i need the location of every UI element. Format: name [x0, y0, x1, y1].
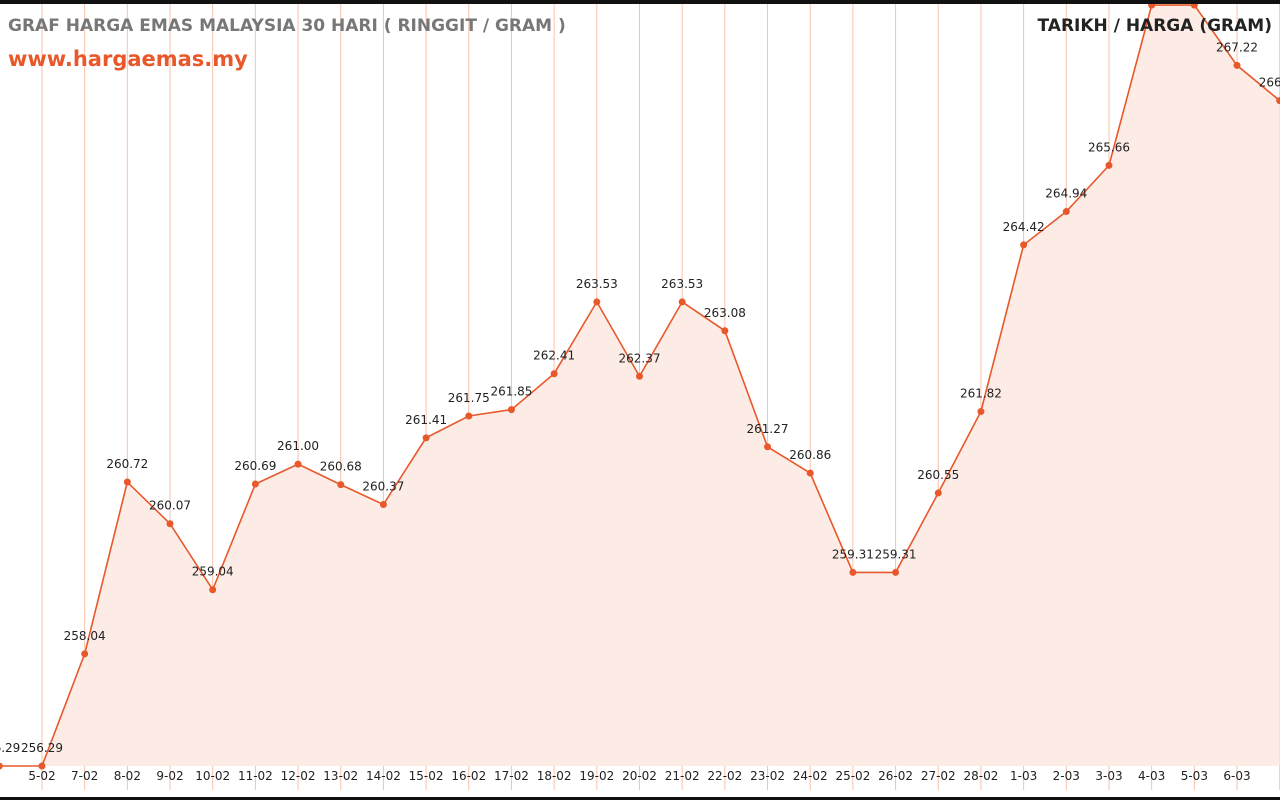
- x-tick-label: 5-02: [28, 769, 55, 783]
- point: [934, 489, 942, 497]
- value-label: 260.37: [362, 479, 404, 493]
- value-label: 260.69: [234, 459, 276, 473]
- x-tick-label: 23-02: [750, 769, 785, 783]
- value-label: 261.41: [405, 413, 447, 427]
- x-tick-label: 4-03: [1138, 769, 1165, 783]
- area: [0, 5, 1280, 766]
- value-label: 263.08: [704, 306, 746, 320]
- x-tick-label: 6-03: [1223, 769, 1250, 783]
- x-tick-label: 7-02: [71, 769, 98, 783]
- value-label: 259.04: [192, 565, 234, 579]
- point: [294, 460, 302, 468]
- point: [892, 568, 900, 576]
- value-label: 261.75: [448, 391, 490, 405]
- point: [550, 370, 558, 378]
- chart-subtitle: www.hargaemas.my: [8, 47, 248, 71]
- point: [721, 327, 729, 335]
- x-tick-label: 2-03: [1053, 769, 1080, 783]
- value-label: 264.42: [1003, 220, 1045, 234]
- value-label: 263.53: [661, 277, 703, 291]
- x-tick-label: 16-02: [451, 769, 486, 783]
- x-tick-label: 8-02: [114, 769, 141, 783]
- x-tick-label: 26-02: [878, 769, 913, 783]
- point: [806, 469, 814, 477]
- chart-title: GRAF HARGA EMAS MALAYSIA 30 HARI ( RINGG…: [8, 16, 566, 36]
- point: [209, 586, 217, 594]
- value-label: 261.00: [277, 439, 319, 453]
- value-label: 260.72: [106, 457, 148, 471]
- x-tick-label: 17-02: [494, 769, 529, 783]
- point: [38, 762, 46, 770]
- point: [1105, 161, 1113, 169]
- x-tick-label: 15-02: [409, 769, 444, 783]
- x-tick-label: 24-02: [793, 769, 828, 783]
- x-tick-label: 18-02: [537, 769, 572, 783]
- x-tick-label: 14-02: [366, 769, 401, 783]
- x-tick-label: 12-02: [281, 769, 316, 783]
- point: [0, 762, 3, 770]
- value-label: 264.94: [1045, 187, 1087, 201]
- point: [636, 372, 643, 380]
- x-tick-label: 10-02: [195, 769, 230, 783]
- x-tick-label: 11-02: [238, 769, 273, 783]
- value-label: 261.27: [747, 422, 789, 436]
- x-tick-label: 22-02: [707, 769, 742, 783]
- point: [1276, 97, 1280, 105]
- point: [849, 568, 857, 576]
- x-tick-label: 3-03: [1095, 769, 1122, 783]
- value-label: 258.04: [64, 629, 106, 643]
- point: [977, 408, 985, 416]
- value-label: 260.86: [789, 448, 831, 462]
- value-label: 260.55: [917, 468, 959, 482]
- point: [465, 412, 473, 420]
- point: [166, 520, 174, 528]
- x-tick-label: 20-02: [622, 769, 657, 783]
- value-label: 265.66: [1088, 140, 1130, 154]
- top-bar: [0, 0, 1280, 4]
- x-tick-label: 9-02: [156, 769, 183, 783]
- value-label: 266.67: [1259, 76, 1280, 90]
- point: [251, 480, 259, 488]
- point: [678, 298, 686, 306]
- point: [337, 481, 345, 489]
- x-tick-label: 19-02: [579, 769, 614, 783]
- point: [764, 443, 772, 451]
- value-label: 259.31: [875, 547, 917, 561]
- point: [123, 478, 131, 486]
- value-label: 267.22: [1216, 40, 1258, 54]
- value-label: 261.82: [960, 387, 1002, 401]
- value-label: 260.68: [320, 460, 362, 474]
- x-tick-label: 13-02: [323, 769, 358, 783]
- point: [422, 434, 430, 442]
- value-label: 256.29: [21, 741, 63, 755]
- value-label: 259.31: [832, 547, 874, 561]
- x-tick-label: 27-02: [921, 769, 956, 783]
- x-tick-label: 25-02: [835, 769, 870, 783]
- point: [1020, 241, 1028, 249]
- x-tick-label: 28-02: [964, 769, 999, 783]
- x-tick-label: 21-02: [665, 769, 700, 783]
- point: [1233, 61, 1241, 69]
- x-tick-label: 1-03: [1010, 769, 1037, 783]
- bottom-bar: [0, 797, 1280, 800]
- value-label: 261.85: [490, 385, 532, 399]
- x-tick-label: 5-03: [1181, 769, 1208, 783]
- point: [593, 298, 601, 306]
- point: [507, 406, 515, 414]
- point: [1062, 208, 1070, 216]
- legend-title: TARIKH / HARGA (GRAM): [1038, 16, 1272, 36]
- value-label: 256.29: [0, 741, 20, 755]
- value-label: 262.41: [533, 349, 575, 363]
- value-label: 263.53: [576, 277, 618, 291]
- point: [379, 500, 387, 508]
- value-label: 260.07: [149, 499, 191, 513]
- point: [81, 650, 89, 658]
- value-label: 262.37: [619, 351, 661, 365]
